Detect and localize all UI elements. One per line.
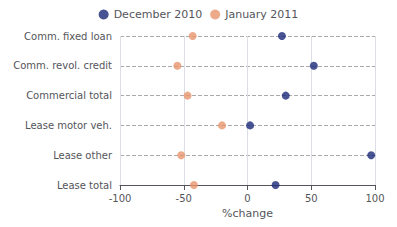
- svg-text:Lease total: Lease total: [57, 180, 112, 191]
- svg-text:December 2010: December 2010: [114, 8, 203, 21]
- svg-text:Lease motor veh.: Lease motor veh.: [25, 120, 112, 131]
- svg-text:Comm. revol. credit: Comm. revol. credit: [13, 60, 112, 71]
- svg-text:Comm. fixed loan: Comm. fixed loan: [24, 31, 112, 42]
- svg-text:-100: -100: [109, 193, 132, 204]
- svg-text:January 2011: January 2011: [224, 8, 298, 21]
- svg-text:Lease other: Lease other: [53, 150, 113, 161]
- svg-text:50: 50: [305, 193, 318, 204]
- svg-text:-50: -50: [176, 193, 192, 204]
- svg-text:100: 100: [365, 193, 384, 204]
- svg-text:Commercial total: Commercial total: [26, 90, 112, 101]
- svg-text:%change: %change: [222, 207, 273, 220]
- svg-text:0: 0: [244, 193, 250, 204]
